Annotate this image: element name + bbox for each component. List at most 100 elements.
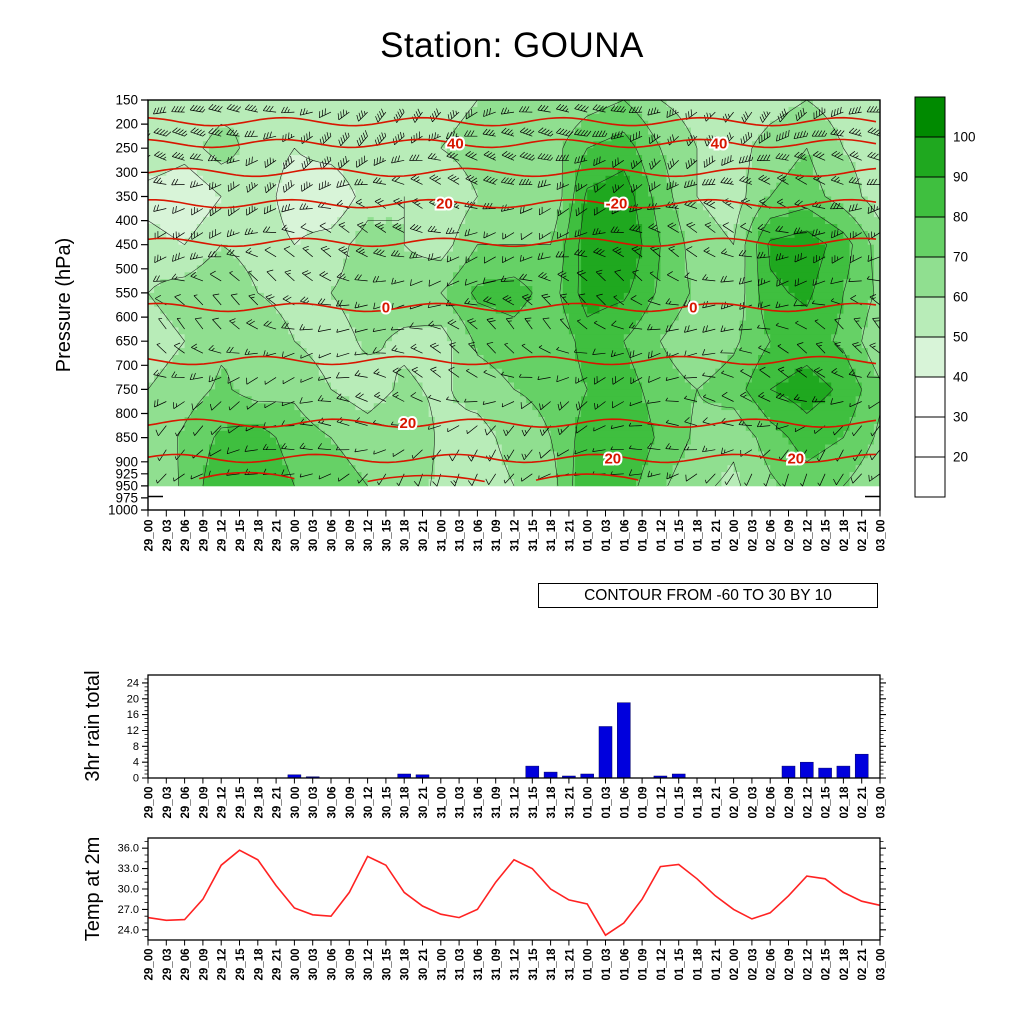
svg-text:01_15: 01_15 xyxy=(674,948,686,981)
svg-text:01_21: 01_21 xyxy=(711,948,723,981)
svg-text:0: 0 xyxy=(133,773,139,785)
temp-tick-labels: 24.0 27.0 30.0 33.0 36.0 xyxy=(118,843,139,937)
temp-axis-label: Temp at 2m xyxy=(82,836,104,942)
svg-text:29_06: 29_06 xyxy=(180,787,192,819)
svg-text:01_06: 01_06 xyxy=(619,520,631,552)
contour-label: 40 xyxy=(711,135,728,152)
svg-text:02_03: 02_03 xyxy=(747,520,759,552)
svg-text:31_06: 31_06 xyxy=(473,949,485,981)
x-tick-labels: 29_00 29_03 29_06 29_09 29_12 29_15 29_18 29_21… xyxy=(144,786,888,819)
svg-text:31_00: 31_00 xyxy=(436,949,448,981)
svg-text:02_15: 02_15 xyxy=(821,519,833,552)
svg-text:03_00: 03_00 xyxy=(876,787,888,819)
svg-text:02_21: 02_21 xyxy=(857,786,869,819)
svg-text:29_18: 29_18 xyxy=(253,786,265,819)
svg-text:30_18: 30_18 xyxy=(400,786,412,819)
rain-bar xyxy=(800,761,814,779)
pressure-axis-label: Pressure (hPa) xyxy=(53,237,75,373)
svg-text:31_21: 31_21 xyxy=(564,786,576,819)
svg-text:29_21: 29_21 xyxy=(272,786,284,819)
svg-text:01_18: 01_18 xyxy=(693,786,705,819)
svg-text:01_12: 01_12 xyxy=(656,787,668,819)
svg-text:30_06: 30_06 xyxy=(327,787,339,819)
svg-text:29_15: 29_15 xyxy=(235,786,247,819)
svg-text:27.0: 27.0 xyxy=(118,904,139,916)
colorbar-tick-label: 70 xyxy=(953,250,968,265)
rain-bar xyxy=(781,765,796,779)
svg-text:30_21: 30_21 xyxy=(418,948,430,981)
svg-text:01_03: 01_03 xyxy=(601,787,613,819)
svg-text:01_15: 01_15 xyxy=(674,519,686,552)
svg-text:29_18: 29_18 xyxy=(253,948,265,981)
svg-text:29_00: 29_00 xyxy=(144,949,156,981)
humidity-shading xyxy=(148,100,880,487)
colorbar-tick-label: 100 xyxy=(953,130,976,145)
svg-text:31_03: 31_03 xyxy=(455,787,467,819)
svg-text:03_00: 03_00 xyxy=(876,520,888,552)
cross-section-axes: 1502002503003504004505005506006507007508… xyxy=(108,93,888,552)
svg-text:01_21: 01_21 xyxy=(711,786,723,819)
svg-text:30_12: 30_12 xyxy=(363,520,375,552)
temp-chart: 24.0 27.0 30.0 33.0 36.0 29_00 29_03 29_06 29_09… xyxy=(118,837,888,981)
svg-text:02_00: 02_00 xyxy=(729,949,741,981)
rain-bar xyxy=(818,767,832,779)
svg-text:31_15: 31_15 xyxy=(528,948,540,981)
svg-text:31_00: 31_00 xyxy=(436,520,448,552)
svg-text:350: 350 xyxy=(115,189,138,204)
colorbar-tick-label: 40 xyxy=(953,370,968,385)
svg-text:200: 200 xyxy=(115,117,138,132)
svg-text:02_09: 02_09 xyxy=(784,949,796,981)
svg-text:700: 700 xyxy=(115,358,138,373)
svg-text:02_09: 02_09 xyxy=(784,520,796,552)
svg-text:02_12: 02_12 xyxy=(802,787,814,819)
svg-text:30_12: 30_12 xyxy=(363,787,375,819)
svg-text:01_00: 01_00 xyxy=(583,949,595,981)
svg-text:02_18: 02_18 xyxy=(839,519,851,552)
svg-text:29_03: 29_03 xyxy=(162,787,174,819)
svg-text:600: 600 xyxy=(115,310,138,325)
svg-text:30_00: 30_00 xyxy=(290,949,302,981)
colorbar-tick-label: 30 xyxy=(953,410,968,425)
svg-text:01_09: 01_09 xyxy=(638,949,650,981)
svg-text:16: 16 xyxy=(127,709,139,721)
svg-text:31_18: 31_18 xyxy=(546,948,558,981)
rain-bar xyxy=(836,765,851,779)
contour-label: 20 xyxy=(400,415,417,432)
svg-text:24: 24 xyxy=(127,677,139,689)
svg-text:29_00: 29_00 xyxy=(144,787,156,819)
svg-text:01_15: 01_15 xyxy=(674,786,686,819)
svg-text:30_15: 30_15 xyxy=(381,786,393,819)
svg-text:01_03: 01_03 xyxy=(601,520,613,552)
svg-text:29_15: 29_15 xyxy=(235,948,247,981)
svg-text:30_18: 30_18 xyxy=(400,948,412,981)
svg-text:01_00: 01_00 xyxy=(583,520,595,552)
svg-text:03_00: 03_00 xyxy=(876,949,888,981)
svg-text:925: 925 xyxy=(115,466,138,481)
svg-text:4: 4 xyxy=(133,757,139,769)
svg-text:31_18: 31_18 xyxy=(546,519,558,552)
rain-tick-labels: 0 4 8 12 16 20 24 xyxy=(127,677,139,784)
rain-bar xyxy=(617,702,631,779)
rain-bar xyxy=(598,726,613,779)
x-tick-labels: 29_00 29_03 29_06 29_09 29_12 29_15 29_18 29_21… xyxy=(144,519,888,552)
svg-text:01_12: 01_12 xyxy=(656,520,668,552)
svg-text:550: 550 xyxy=(115,285,138,300)
svg-text:24.0: 24.0 xyxy=(118,924,139,936)
svg-text:31_06: 31_06 xyxy=(473,520,485,552)
svg-text:850: 850 xyxy=(115,430,138,445)
svg-text:01_06: 01_06 xyxy=(619,787,631,819)
svg-text:29_12: 29_12 xyxy=(217,787,229,819)
svg-text:02_18: 02_18 xyxy=(839,786,851,819)
svg-text:29_00: 29_00 xyxy=(144,520,156,552)
svg-text:29_21: 29_21 xyxy=(272,519,284,552)
svg-text:12: 12 xyxy=(127,725,139,737)
svg-text:29_09: 29_09 xyxy=(198,520,210,552)
svg-text:02_15: 02_15 xyxy=(821,948,833,981)
svg-text:31_12: 31_12 xyxy=(510,949,522,981)
svg-text:650: 650 xyxy=(115,334,138,349)
svg-text:975: 975 xyxy=(115,490,138,505)
rain-chart: 0 4 8 12 16 20 24 29_00 29_03 29_06 29_09 29_12 29_1… xyxy=(127,674,888,819)
contour-label: 40 xyxy=(447,135,464,152)
colorbar-tick-label: 60 xyxy=(953,290,968,305)
svg-text:31_21: 31_21 xyxy=(564,948,576,981)
